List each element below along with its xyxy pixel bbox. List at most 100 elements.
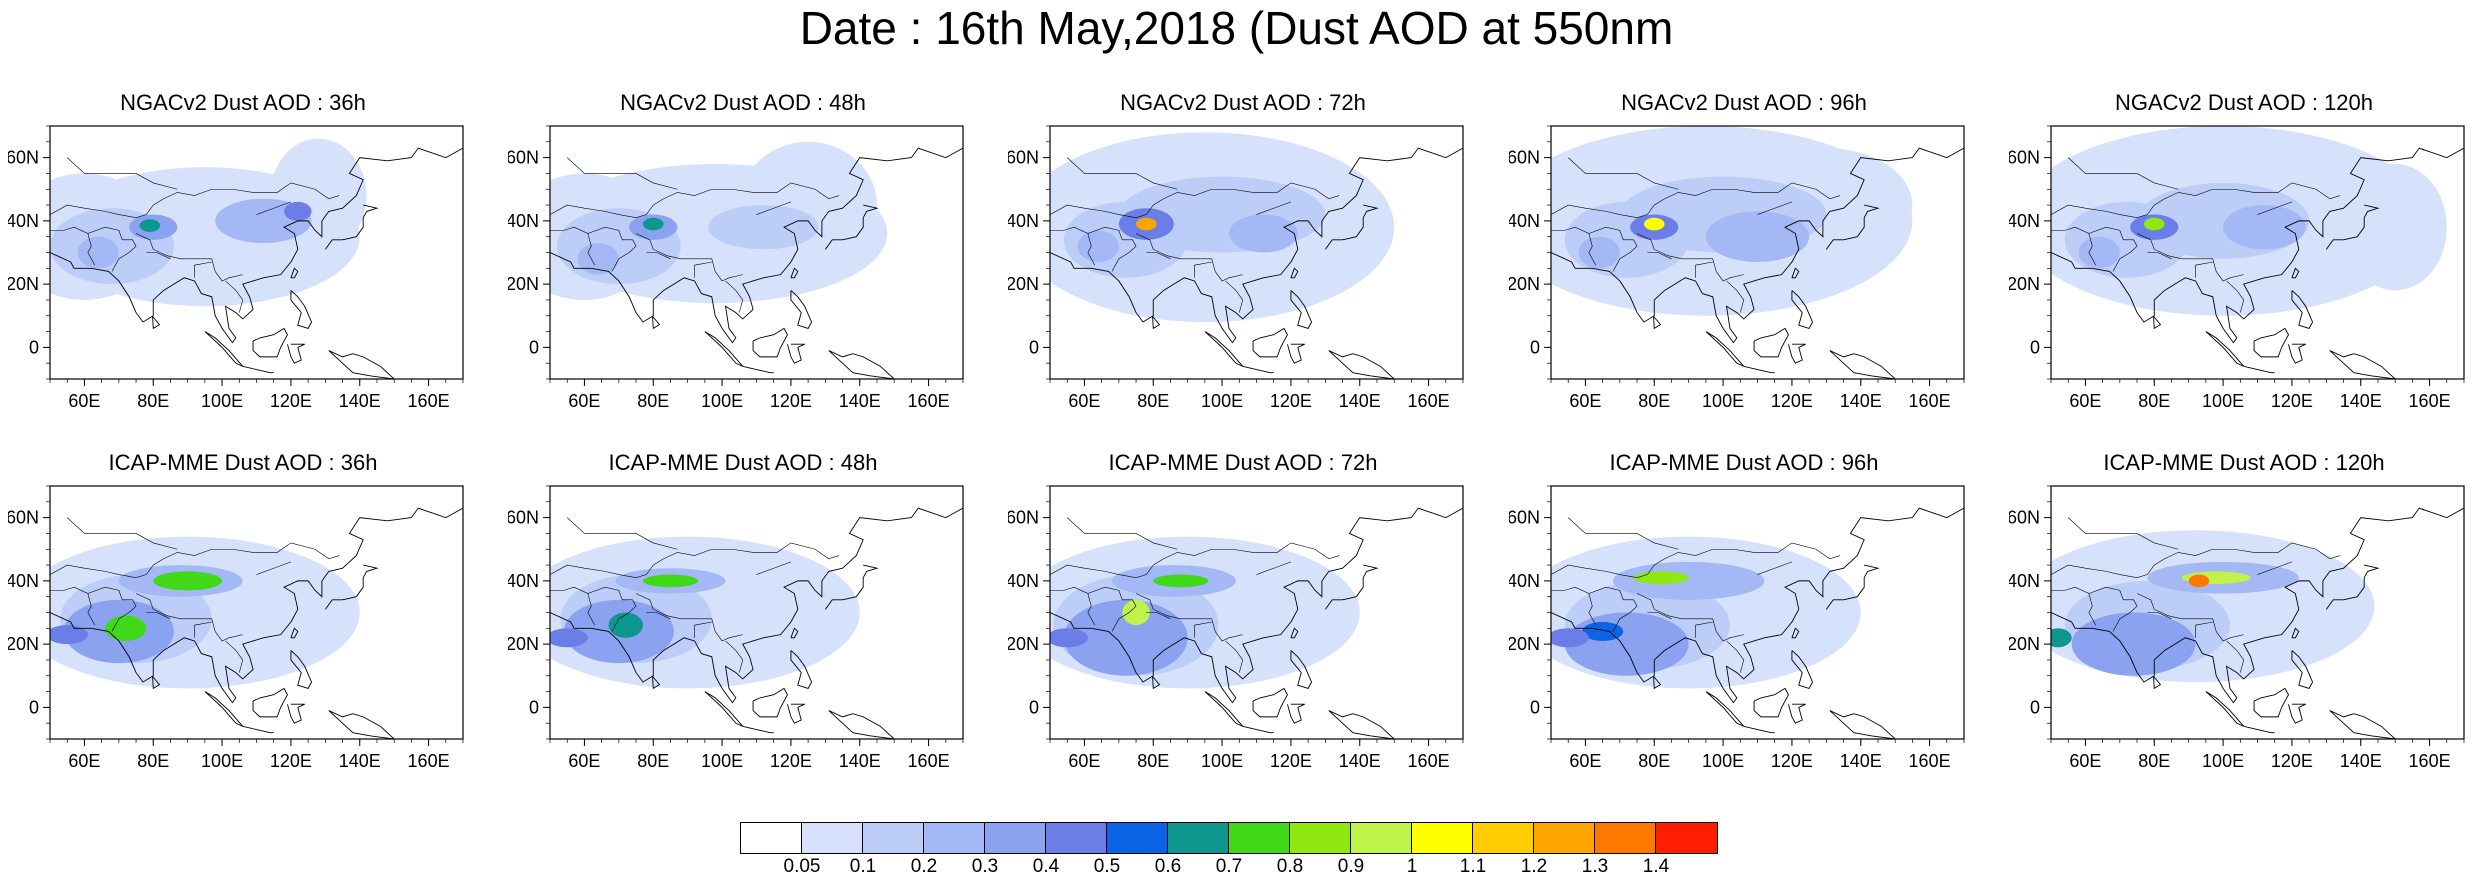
country-border (756, 561, 792, 575)
coastline (824, 204, 879, 250)
coastline (2243, 725, 2275, 734)
lon-tick-label: 60E (1068, 391, 1100, 411)
country-border (1726, 640, 1745, 673)
colorbar-swatch (1168, 823, 1229, 853)
coastline (790, 650, 813, 689)
coastline (2253, 327, 2289, 358)
aod-region (105, 615, 147, 641)
country-border (146, 612, 171, 620)
lon-tick-label: 60E (68, 391, 100, 411)
coastline (290, 650, 313, 689)
dust-aod-map: 60E 80E 100E 120E 140E 160E 60N 40N 20N 0 (1008, 485, 1464, 771)
aod-region (739, 141, 877, 269)
dust-aod-map: 60E 80E 100E 120E 140E 160E 60N 40N 20N 0 (2009, 125, 2465, 411)
lat-tick-label: 0 (29, 337, 39, 357)
lat-tick-label: 0 (29, 697, 39, 717)
colorbar-tick-label: 0.5 (1093, 856, 1121, 877)
aod-region (139, 219, 161, 232)
lon-tick-label: 160E (1408, 391, 1450, 411)
country-border (567, 517, 678, 550)
country-border (587, 226, 637, 272)
coastline (2205, 691, 2245, 727)
country-border (694, 261, 712, 278)
coastline (152, 316, 161, 330)
country-border (550, 182, 840, 219)
coastline (1290, 627, 1299, 639)
aod-region (1578, 236, 1620, 269)
panel-title: NGACv2 Dust AOD : 120h (2115, 90, 2373, 115)
coastline (1753, 327, 1789, 358)
country-border (635, 233, 743, 282)
lon-tick-label: 160E (908, 751, 950, 771)
aod-region (2051, 628, 2072, 648)
aod-region (284, 201, 312, 221)
coastline (2291, 290, 2314, 329)
coastline (2153, 316, 2162, 330)
coastline (704, 331, 744, 367)
country-border (2226, 640, 2245, 673)
country-border (67, 157, 178, 190)
coastline (652, 316, 661, 330)
aod-region (1643, 217, 1665, 231)
country-border (2136, 233, 2244, 282)
lat-tick-label: 0 (1530, 337, 1540, 357)
coastline (1050, 507, 1463, 704)
coastline (790, 267, 799, 279)
map-panel: NGACv2 Dust AOD : 36h 60E 80E 100E 120E 140E 1… (8, 90, 478, 450)
coastline (1788, 703, 1806, 724)
page-title: Date : 16th May,2018 (Dust AOD at 550nm (799, 2, 1674, 54)
country-border (1695, 621, 1713, 638)
map-panel: NGACv2 Dust AOD : 96h 60E 80E 100E 120E 140E 1… (1509, 90, 1979, 450)
lon-tick-label: 120E (770, 751, 812, 771)
country-border (646, 612, 671, 620)
coastline (1825, 564, 1880, 610)
coastline (742, 725, 774, 734)
coastline (252, 687, 288, 718)
coastline (1242, 725, 1274, 734)
panel-title: NGACv2 Dust AOD : 36h (120, 90, 366, 115)
lon-tick-label: 60E (2069, 751, 2101, 771)
lon-tick-label: 60E (2069, 391, 2101, 411)
map-panel: NGACv2 Dust AOD : 120h 60E 80E 100E 120E 140E… (2009, 90, 2473, 450)
coastline (1791, 267, 1800, 279)
country-border (1551, 586, 1597, 626)
lon-tick-label: 80E (2138, 391, 2170, 411)
colorbar-swatch (741, 823, 802, 853)
lon-tick-label: 60E (568, 751, 600, 771)
colorbar-tick-label: 0.7 (1215, 856, 1243, 877)
lon-tick-label: 120E (770, 391, 812, 411)
lat-tick-label: 40N (8, 571, 39, 591)
lon-tick-label: 100E (1702, 391, 1744, 411)
colorbar-swatch (985, 823, 1046, 853)
coastline (550, 147, 963, 344)
coastline (1653, 676, 1662, 690)
aod-region (1153, 574, 1209, 588)
coastline (50, 507, 463, 704)
lon-tick-label: 140E (1339, 751, 1381, 771)
lat-tick-label: 40N (508, 571, 539, 591)
colorbar-swatch (1351, 823, 1412, 853)
lat-tick-label: 40N (1509, 571, 1540, 591)
aod-region (1122, 599, 1150, 626)
country-border (1551, 542, 1841, 579)
lat-tick-label: 60N (1008, 148, 1039, 168)
country-border (194, 621, 212, 638)
lon-tick-label: 160E (408, 391, 450, 411)
coastline (828, 350, 895, 379)
lat-tick-label: 40N (1008, 571, 1039, 591)
coastline (152, 676, 161, 690)
coastline (1204, 691, 1244, 727)
coastline (1743, 725, 1775, 734)
colorbar-tick-label: 0.4 (1032, 856, 1060, 877)
coastline (324, 204, 379, 250)
coastline (1287, 343, 1305, 364)
aod-region (1136, 217, 1157, 231)
coastline (290, 627, 299, 639)
colorbar-swatch (1595, 823, 1656, 853)
colorbar-tick-label: 0.2 (910, 856, 938, 877)
coastline (790, 290, 813, 329)
country-border (1194, 261, 1212, 278)
coastline (787, 343, 805, 364)
lat-tick-label: 20N (8, 634, 39, 654)
lon-tick-label: 120E (1771, 751, 1813, 771)
